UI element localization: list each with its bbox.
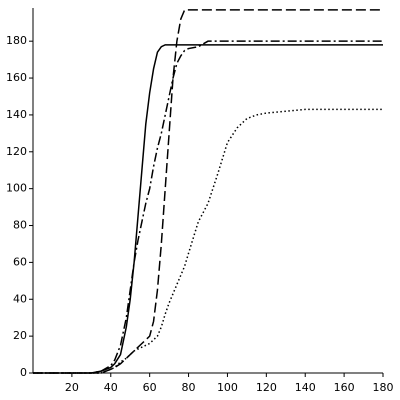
y-tick-label: 0 — [20, 366, 27, 379]
x-tick-label: 80 — [182, 381, 196, 394]
x-tick-label: 160 — [334, 381, 355, 394]
y-tick-label: 100 — [6, 182, 27, 195]
x-tick-label: 100 — [217, 381, 238, 394]
y-tick-label: 180 — [6, 34, 27, 47]
x-tick-label: 180 — [373, 381, 394, 394]
x-tick-label: 140 — [295, 381, 316, 394]
line-series — [33, 40, 383, 374]
line-series — [33, 108, 383, 374]
y-tick-label: 160 — [6, 71, 27, 84]
x-tick-label: 120 — [256, 381, 277, 394]
y-tick-label: 80 — [13, 219, 27, 232]
y-tick-label: 20 — [13, 329, 27, 342]
x-tick-label: 20 — [65, 381, 79, 394]
y-tick-label: 60 — [13, 255, 27, 268]
line-series — [33, 9, 383, 374]
y-tick-label: 120 — [6, 145, 27, 158]
x-tick-label: 40 — [104, 381, 118, 394]
x-tick-label: 60 — [143, 381, 157, 394]
line-series — [33, 44, 383, 374]
y-tick-label: 40 — [13, 292, 27, 305]
y-tick-label: 140 — [6, 108, 27, 121]
